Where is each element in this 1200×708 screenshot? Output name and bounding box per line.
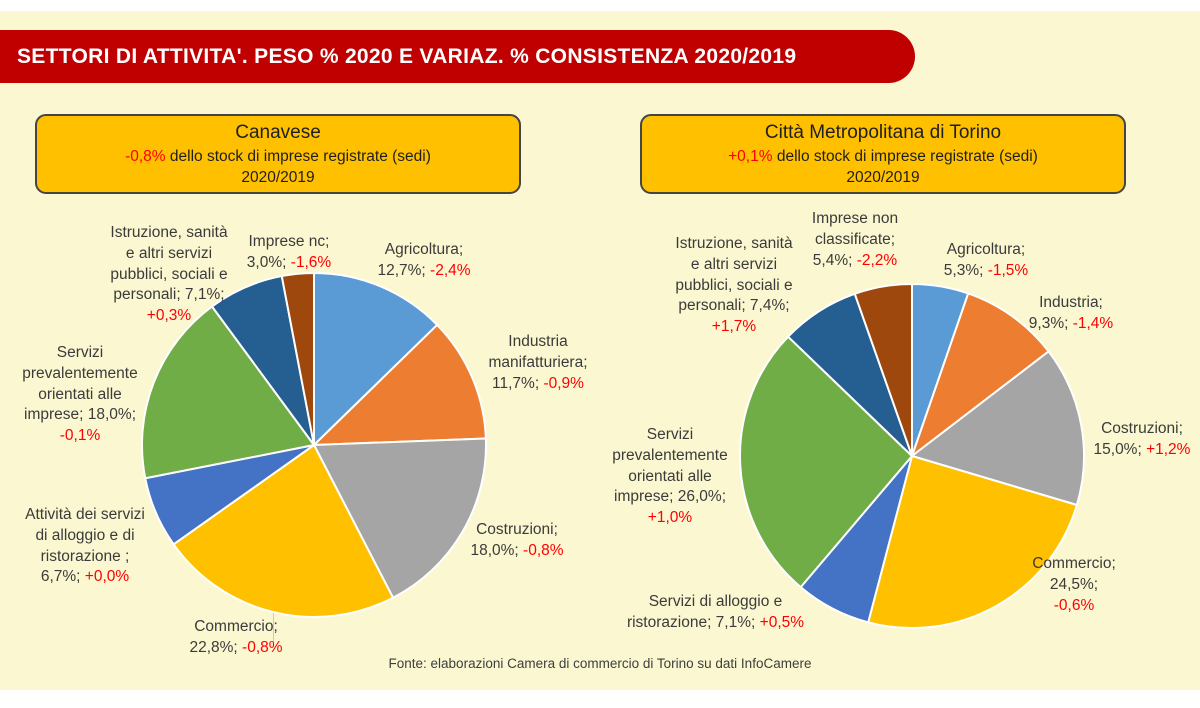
stock-delta-torino: +0,1% [728, 147, 773, 165]
label-canavese-alloggio-ristorazione: Attività dei servizi di alloggio e di ri… [10, 505, 160, 588]
label-text: Costruzioni; 15,0%; [1093, 420, 1183, 458]
label-text: Commercio; 24,5%; [1032, 555, 1116, 593]
label-canavese-industria-manifatturiera: Industria manifatturiera; 11,7%; -0,9% [472, 332, 604, 394]
pie-slice-costruzioni [911, 350, 1085, 507]
pie-chart-canavese [141, 272, 487, 618]
label-torino-costruzioni: Costruzioni; 15,0%; +1,2% [1082, 419, 1200, 461]
label-canavese-istruzione-sanita: Istruzione, sanità e altri servizi pubbl… [88, 223, 250, 327]
label-delta: +0,3% [146, 307, 192, 325]
label-torino-servizi-imprese: Servizi prevalentemente orientati alle i… [595, 425, 745, 529]
label-canavese-servizi-imprese: Servizi prevalentemente orientati alle i… [5, 343, 155, 447]
label-text: Costruzioni; 18,0%; [470, 521, 558, 559]
label-torino-istruzione-sanita: Istruzione, sanità e altri servizi pubbl… [653, 234, 815, 338]
leader-line-commercio [273, 598, 274, 646]
label-torino-alloggio-ristorazione: Servizi di alloggio e ristorazione; 7,1%… [608, 592, 823, 634]
title-banner: SETTORI DI ATTIVITA'. PESO % 2020 E VARI… [0, 30, 915, 83]
label-text: Istruzione, sanità e altri servizi pubbl… [675, 235, 793, 315]
chart-subtitle-canavese: -0,8% dello stock di imprese registrate … [125, 146, 431, 167]
period-torino: 2020/2019 [846, 169, 920, 187]
label-text: Industria; 9,3%; [1028, 294, 1103, 332]
label-text: Servizi prevalentemente orientati alle i… [22, 344, 138, 424]
header-box-canavese: Canavese -0,8% dello stock di imprese re… [35, 114, 521, 194]
label-text: Imprese nc; 3,0%; [246, 233, 330, 271]
label-canavese-commercio: Commercio; 22,8%; -0,8% [171, 617, 301, 659]
pie-chart-torino [739, 283, 1085, 629]
label-delta: -1,4% [1072, 314, 1114, 332]
label-text: Attività dei servizi di alloggio e di ri… [25, 506, 145, 586]
label-delta: +0,0% [84, 568, 130, 586]
label-delta: -0,8% [523, 541, 564, 559]
subtitle-text-torino: dello stock di imprese registrate (sedi) [776, 147, 1038, 165]
label-delta: +1,7% [711, 318, 757, 336]
pie-slice-imprese-non-classificate [853, 283, 913, 457]
label-delta: -2,4% [430, 261, 471, 279]
label-delta: -1,5% [987, 261, 1029, 279]
label-canavese-imprese-nc: Imprese nc; 3,0%; -1,6% [229, 232, 349, 274]
label-text: Commercio; 22,8%; [189, 618, 278, 656]
chart-subtitle-torino: +0,1% dello stock di imprese registrate … [728, 146, 1038, 167]
label-torino-commercio: Commercio; 24,5%; -0,6% [1019, 554, 1129, 616]
label-text: Imprese non classificate; 5,4%; [811, 210, 899, 269]
label-text: Servizi prevalentemente orientati alle i… [612, 426, 728, 506]
label-canavese-agricoltura: Agricoltura; 12,7%; -2,4% [364, 240, 484, 282]
header-box-torino: Città Metropolitana di Torino +0,1% dell… [640, 114, 1126, 194]
subtitle-text-canavese: dello stock di imprese registrate (sedi) [169, 147, 431, 165]
pie-slice-costruzioni [313, 437, 487, 599]
label-canavese-costruzioni: Costruzioni; 18,0%; -0,8% [457, 520, 577, 562]
label-delta: -1,6% [290, 253, 332, 271]
pie-slice-agricoltura [313, 272, 439, 446]
source-note: Fonte: elaborazioni Camera di commercio … [388, 656, 812, 671]
label-delta: -2,2% [856, 251, 898, 269]
label-torino-imprese-non-classificate: Imprese non classificate; 5,4%; -2,2% [794, 209, 916, 271]
label-text: Agricoltura; 12,7%; [377, 241, 464, 279]
chart-title-canavese: Canavese [235, 121, 321, 143]
period-canavese: 2020/2019 [241, 169, 315, 187]
pie-slice-commercio [867, 455, 1078, 629]
label-text: Industria manifatturiera; 11,7%; [488, 333, 588, 392]
pie-slice-commercio [172, 444, 395, 618]
pie-slice-imprese-nc [280, 272, 315, 446]
label-delta: -0,1% [59, 427, 101, 445]
pie-slice-servizi-imprese [739, 335, 913, 589]
chart-title-torino: Città Metropolitana di Torino [764, 121, 1002, 143]
pie-slice-industria [911, 292, 1050, 457]
pie-slice-servizi-imprese [141, 305, 315, 480]
label-delta: -0,6% [1053, 596, 1095, 614]
page-title: SETTORI DI ATTIVITA'. PESO % 2020 E VARI… [17, 45, 797, 68]
label-delta: +1,2% [1146, 440, 1191, 458]
label-delta: +0,5% [759, 613, 805, 631]
label-delta: -0,9% [543, 374, 584, 392]
label-torino-agricoltura: Agricoltura; 5,3%; -1,5% [926, 240, 1046, 282]
label-text: Servizi di alloggio e ristorazione; 7,1%… [626, 593, 783, 631]
label-torino-industria: Industria; 9,3%; -1,4% [1016, 293, 1126, 335]
stock-delta-canavese: -0,8% [125, 147, 166, 165]
label-text: Istruzione, sanità e altri servizi pubbl… [110, 224, 228, 304]
label-delta: -0,8% [242, 638, 283, 656]
label-delta: +1,0% [647, 509, 693, 527]
pie-slice-industria-manifatturiera [313, 323, 487, 446]
label-text: Agricoltura; 5,3%; [943, 241, 1026, 279]
